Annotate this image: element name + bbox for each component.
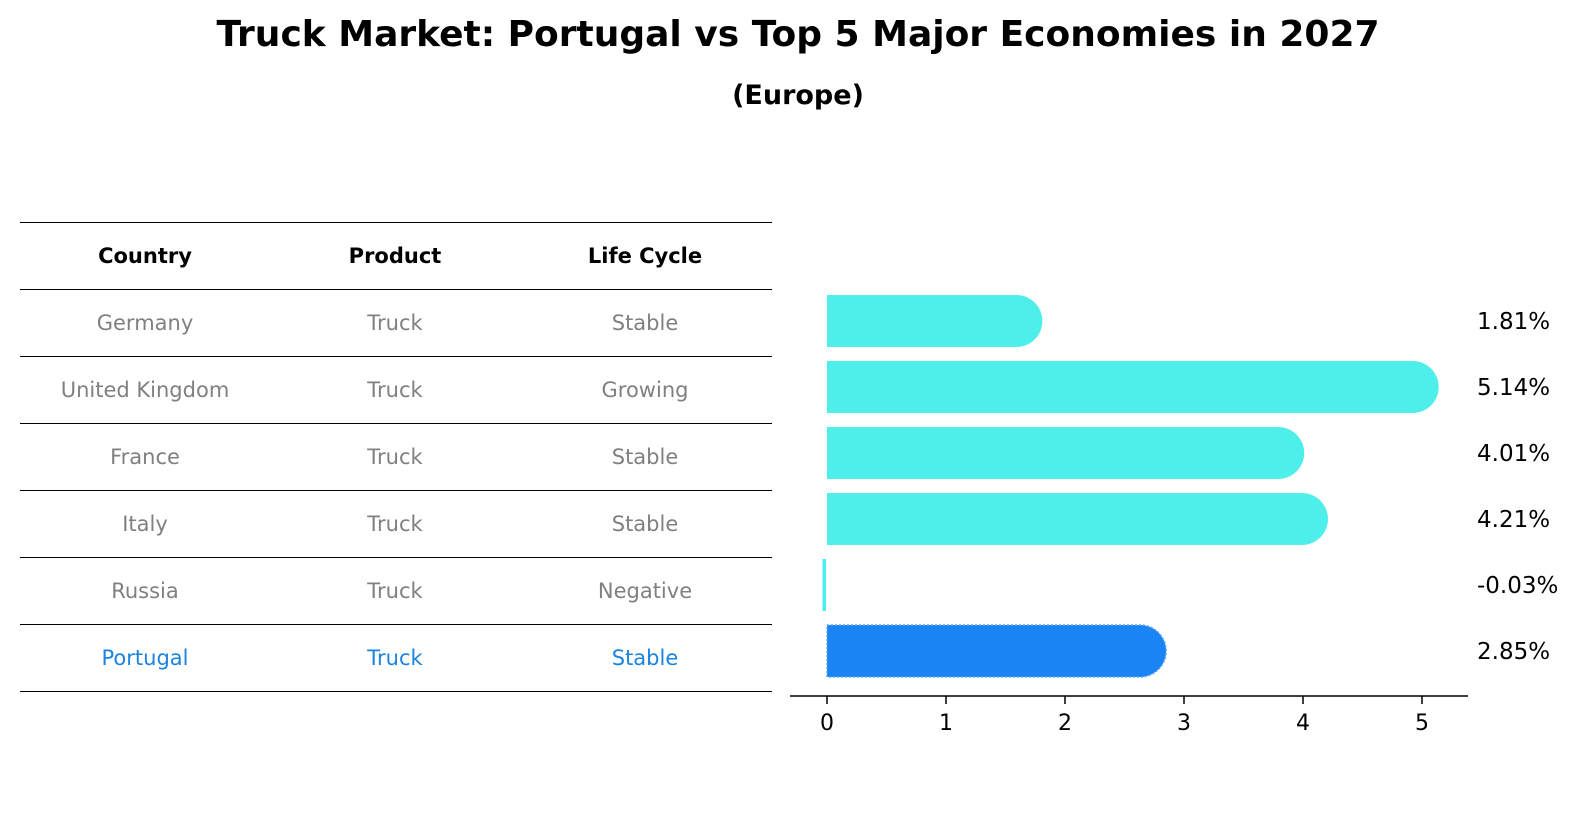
country-cell: United Kingdom (60, 378, 230, 402)
product-cell: Truck (367, 378, 423, 402)
life-cycle-cell: Stable (611, 311, 679, 335)
header-product: Product (348, 244, 442, 268)
data-label: -0.03% (1477, 573, 1558, 599)
table-row: Russia Truck Negative (20, 557, 772, 624)
product-cell: Truck (367, 311, 423, 335)
country-cell: France (110, 445, 180, 469)
product-cell: Truck (367, 512, 423, 536)
table-header-row: Country Product Life Cycle (20, 222, 772, 289)
bar-russia (822, 559, 826, 611)
product-cell: Truck (367, 646, 423, 670)
header-country: Country (98, 244, 192, 268)
country-cell: Italy (122, 512, 168, 536)
data-label: 1.81% (1477, 309, 1550, 335)
bar-portugal (826, 624, 1167, 678)
header-life-cycle: Life Cycle (587, 244, 703, 268)
bar-france (827, 427, 1305, 479)
x-tick-label: 0 (820, 711, 834, 736)
x-tick-label: 4 (1296, 711, 1310, 736)
table-row: France Truck Stable (20, 423, 772, 490)
life-cycle-cell: Stable (611, 445, 679, 469)
product-cell: Truck (367, 579, 423, 603)
data-label: 4.01% (1477, 441, 1550, 467)
life-cycle-cell: Stable (611, 646, 679, 670)
country-cell: Portugal (101, 646, 189, 670)
chart-subtitle: (Europe) (732, 80, 864, 111)
bar-italy (827, 493, 1328, 545)
x-tick-label: 5 (1415, 711, 1429, 736)
country-cell: Germany (96, 311, 194, 335)
data-label: 2.85% (1477, 639, 1550, 665)
country-cell: Russia (111, 579, 179, 603)
life-cycle-cell: Negative (597, 579, 693, 603)
x-tick-label: 1 (939, 711, 953, 736)
data-table: Country Product Life Cycle Germany Truck… (20, 222, 772, 692)
x-tick-label: 2 (1058, 711, 1072, 736)
data-label: 5.14% (1477, 375, 1550, 401)
table-row-highlight: Portugal Truck Stable (20, 624, 772, 692)
bar-germany (827, 295, 1043, 347)
table-row: United Kingdom Truck Growing (20, 356, 772, 423)
product-cell: Truck (367, 445, 423, 469)
table-row: Germany Truck Stable (20, 289, 772, 356)
x-tick-label: 3 (1177, 711, 1191, 736)
chart-title: Truck Market: Portugal vs Top 5 Major Ec… (216, 14, 1380, 55)
table-row: Italy Truck Stable (20, 490, 772, 557)
life-cycle-cell: Stable (611, 512, 679, 536)
life-cycle-cell: Growing (601, 378, 689, 402)
data-label: 4.21% (1477, 507, 1550, 533)
bar-united-kingdom (827, 361, 1439, 413)
